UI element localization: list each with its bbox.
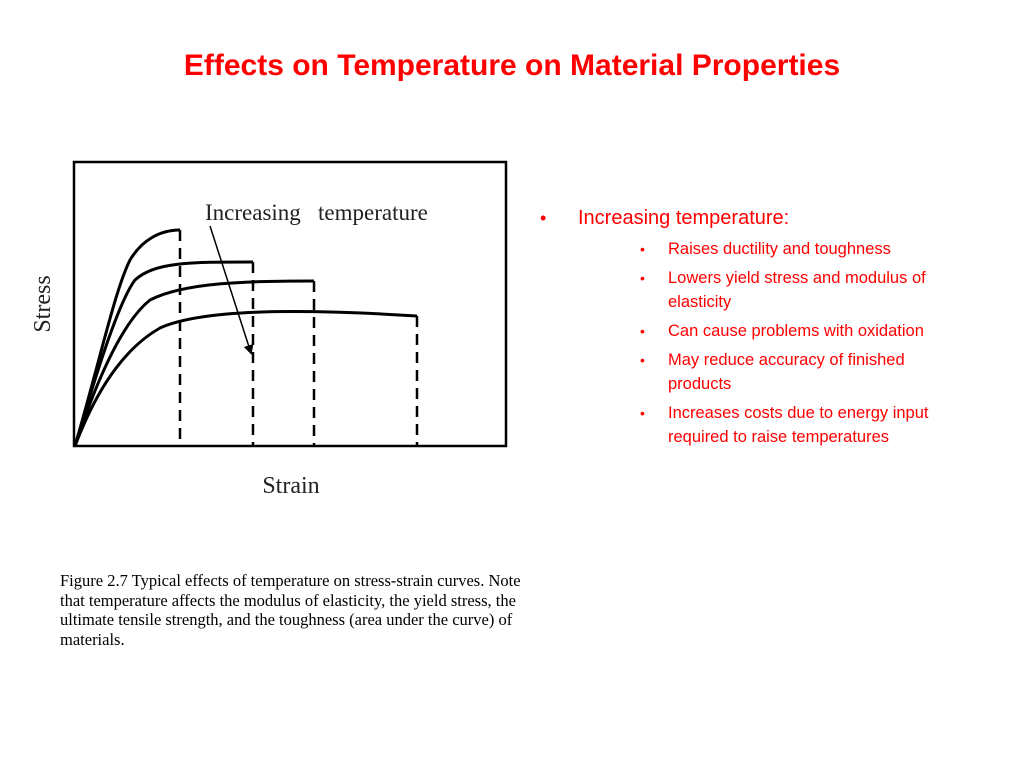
annotation-increasing-temperature: Increasing temperature (205, 200, 428, 225)
bullet-main: • Increasing temperature: (540, 205, 980, 231)
sub-bullet-item: • Raises ductility and toughness (640, 237, 970, 261)
sub-bullet-item: • Can cause problems with oxidation (640, 319, 970, 343)
figure-caption: Figure 2.7 Typical effects of temperatur… (60, 571, 521, 649)
bullet-icon: • (640, 405, 645, 421)
bullet-icon: • (640, 323, 645, 339)
stress-strain-curve-1 (73, 228, 181, 447)
sub-bullet-item: • Lowers yield stress and modulus of ela… (640, 266, 970, 314)
temperature-arrow (209, 225, 254, 355)
sub-bullet-text: Increases costs due to energy input requ… (668, 404, 929, 446)
bullet-icon: • (540, 208, 547, 228)
bullet-list: • Increasing temperature: • Raises ducti… (540, 205, 980, 454)
stress-strain-curve-4 (73, 310, 418, 447)
bullet-icon: • (640, 270, 645, 286)
stress-strain-curve-3 (73, 279, 315, 447)
bullet-icon: • (640, 241, 645, 257)
plot-frame (72, 160, 508, 448)
bullet-icon: • (640, 352, 645, 368)
sub-bullet-item: • Increases costs due to energy input re… (640, 401, 970, 449)
bullet-main-text: Increasing temperature: (578, 207, 790, 229)
slide-title: Effects on Temperature on Material Prope… (183, 49, 841, 82)
stress-strain-figure: Increasing temperature Stress Strain (30, 160, 508, 499)
sub-bullet-text: Raises ductility and toughness (668, 240, 891, 258)
sub-bullet-item: • May reduce accuracy of finished produc… (640, 348, 970, 396)
sub-bullet-text: May reduce accuracy of finished products (668, 351, 905, 393)
sub-bullet-list: • Raises ductility and toughness • Lower… (540, 237, 980, 449)
stress-strain-curve-2 (73, 260, 254, 447)
sub-bullet-text: Lowers yield stress and modulus of elast… (668, 269, 926, 311)
sub-bullet-text: Can cause problems with oxidation (668, 322, 924, 340)
y-axis-label: Stress (30, 275, 56, 332)
x-axis-label: Strain (262, 473, 319, 499)
